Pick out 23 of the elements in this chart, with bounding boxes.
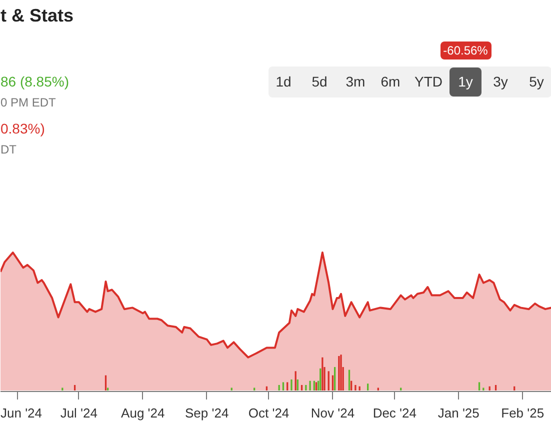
x-tick-label: Jan '25: [438, 406, 480, 420]
x-tick-label: Nov '24: [310, 406, 355, 420]
text: YTD: [414, 74, 442, 90]
text: -60.56%: [443, 44, 488, 58]
text: 86 (8.85%): [0, 74, 69, 90]
x-tick-label: Oct '24: [248, 406, 290, 420]
text: DT: [0, 142, 18, 156]
text: 0 PM EDT: [0, 96, 57, 110]
text: 0.83%): [0, 120, 45, 136]
x-tick-label: Aug '24: [121, 406, 165, 420]
x-tick-label: Sep '24: [185, 406, 229, 420]
text: 1y: [458, 74, 473, 90]
x-tick-label: Jun '24: [0, 406, 42, 420]
text: 1d: [276, 74, 292, 90]
x-tick-label: Dec '24: [372, 406, 416, 420]
text: 5d: [312, 74, 328, 90]
text: 6m: [380, 74, 400, 90]
text: 3m: [346, 74, 366, 90]
chart-title: t & Stats: [0, 6, 74, 26]
text: 3y: [493, 74, 508, 90]
x-tick-label: Jul '24: [60, 406, 98, 420]
x-tick-label: Feb '25: [501, 406, 544, 420]
text: 5y: [529, 74, 544, 90]
